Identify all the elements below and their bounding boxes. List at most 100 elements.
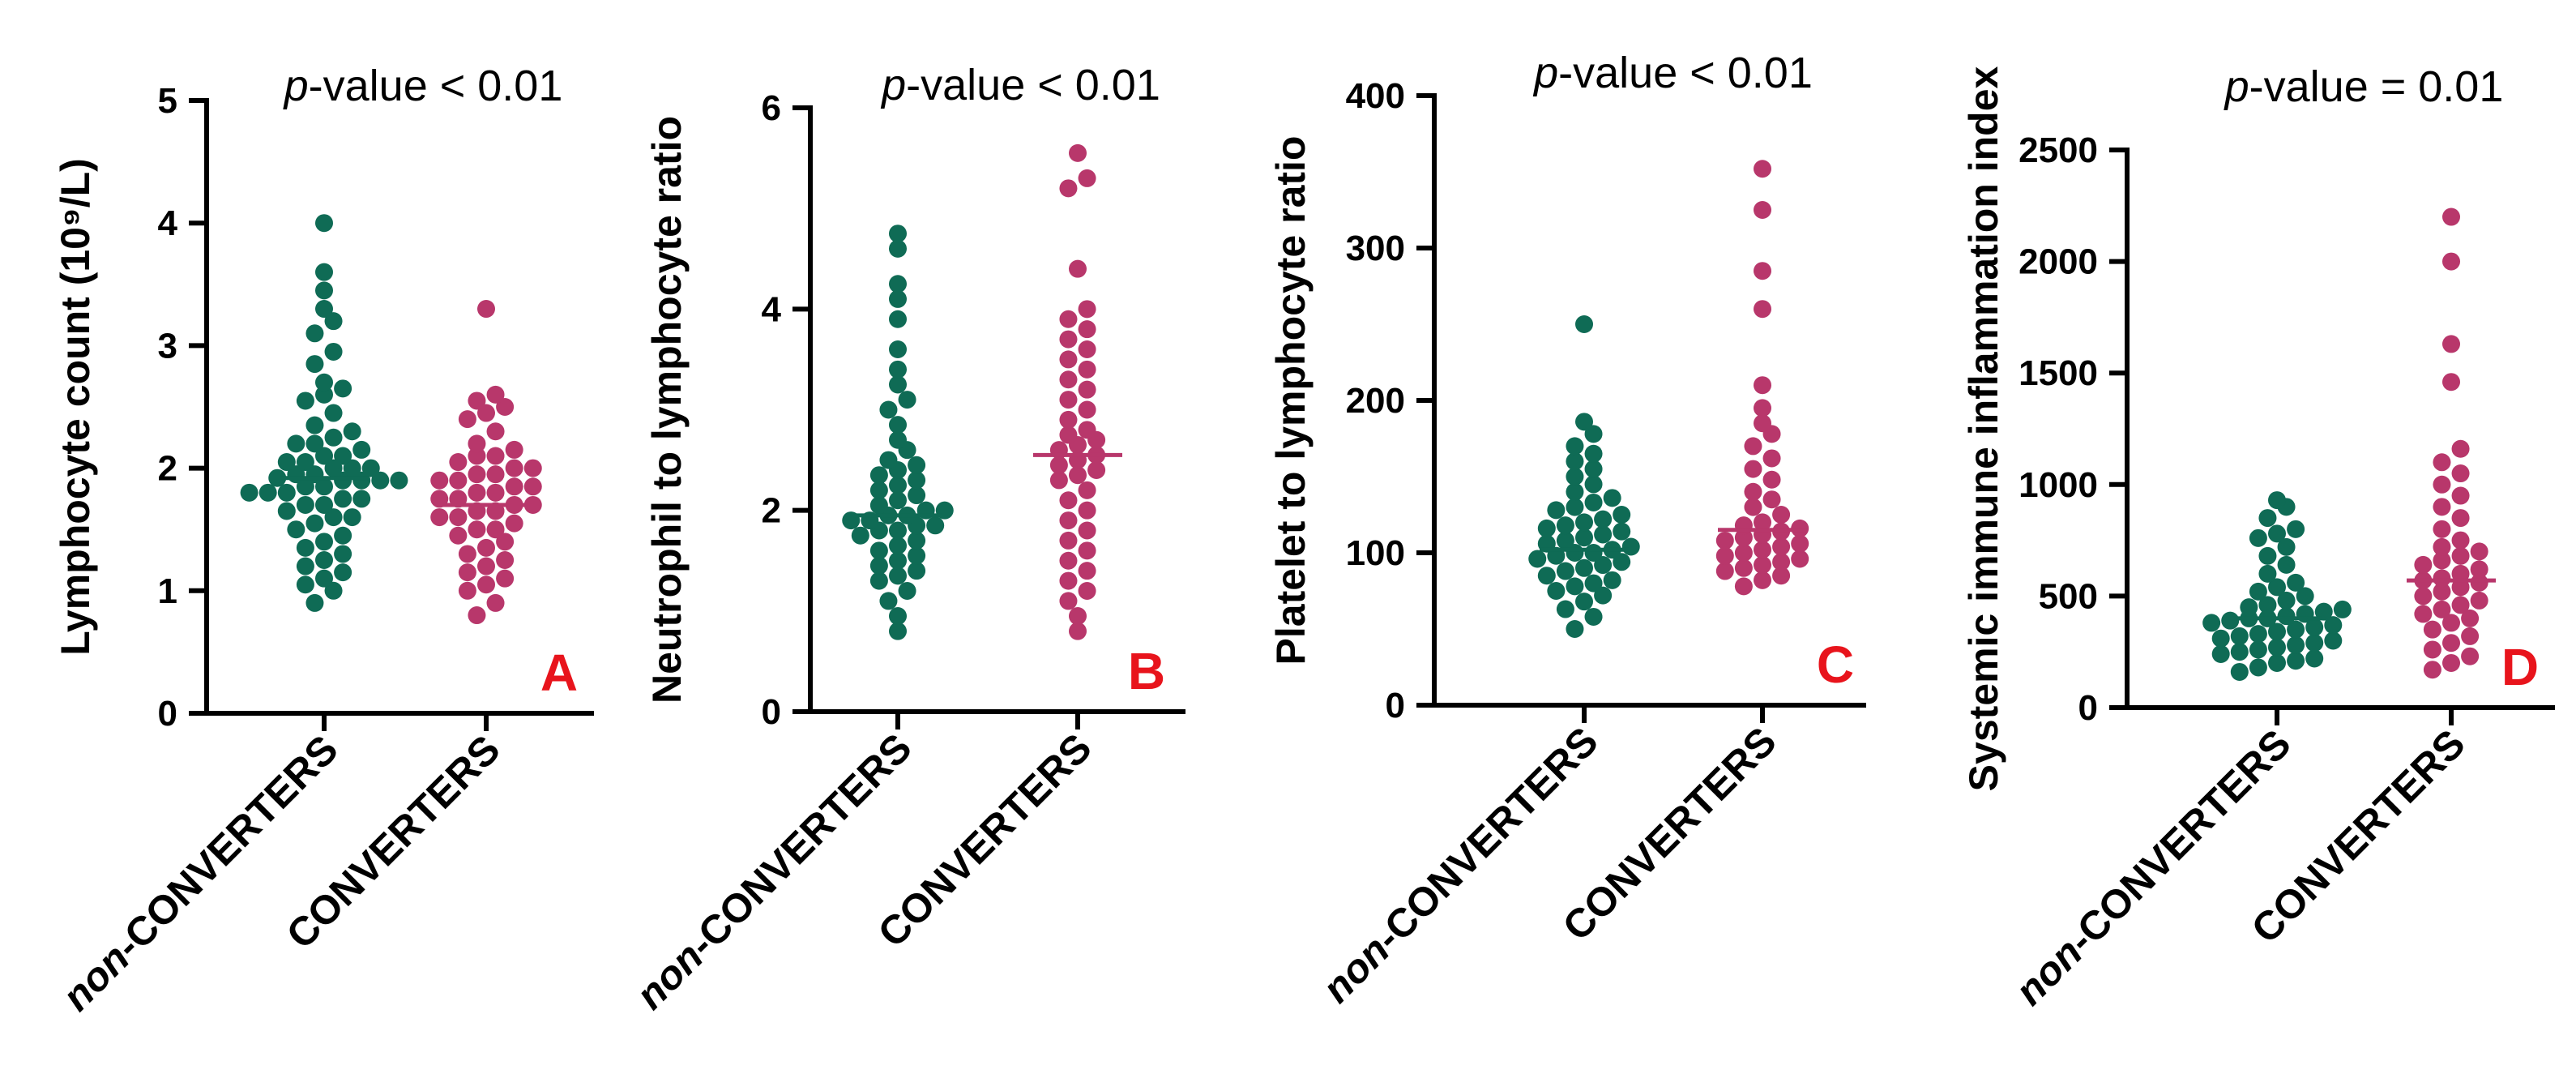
data-point — [2287, 520, 2305, 538]
data-point — [889, 567, 907, 585]
data-point — [371, 471, 390, 490]
data-point — [2433, 498, 2451, 516]
data-point — [2249, 528, 2267, 547]
data-point — [889, 289, 907, 308]
data-point — [1078, 340, 1096, 358]
data-point — [2211, 629, 2230, 648]
p-value-annotation: p-value < 0.01 — [283, 62, 563, 110]
data-point — [889, 430, 907, 449]
data-point — [889, 537, 907, 555]
data-point — [296, 557, 314, 575]
data-point — [1584, 607, 1603, 626]
data-point — [889, 476, 907, 494]
data-point — [505, 477, 523, 496]
data-point — [315, 373, 333, 391]
data-point — [1566, 482, 1584, 501]
data-point — [1744, 498, 1762, 516]
data-point — [1772, 506, 1791, 524]
data-point — [1762, 470, 1781, 489]
data-point — [1078, 360, 1096, 379]
data-point — [2433, 475, 2451, 494]
data-point — [2314, 602, 2333, 621]
data-point — [1594, 510, 1613, 528]
data-point — [908, 471, 926, 490]
data-point — [334, 526, 352, 545]
panel-d: 0 500 1000 1500 2000 2500 Systemic immune infl… — [1961, 62, 2555, 1014]
data-point — [1087, 461, 1106, 479]
data-point — [305, 324, 324, 343]
data-point — [879, 400, 898, 419]
y-tick-label: 400 — [1346, 76, 1405, 116]
data-point — [2423, 661, 2441, 679]
data-point — [352, 440, 371, 459]
category-label: non-CONVERTERS — [2006, 721, 2300, 1014]
data-point — [315, 300, 333, 319]
data-point — [908, 562, 926, 580]
data-point — [1603, 489, 1621, 507]
y-tick-label: 1500 — [2019, 353, 2098, 393]
y-tick-label: 1000 — [2019, 465, 2098, 505]
data-point — [1772, 553, 1791, 571]
data-point — [468, 520, 486, 539]
data-point — [1566, 452, 1584, 471]
y-axis-label: Neutrophil to lymphocyte ratio — [644, 116, 690, 704]
data-point — [1566, 498, 1584, 516]
data-point — [1059, 410, 1078, 429]
data-point — [468, 465, 486, 484]
y-tick-label: 5 — [158, 81, 177, 121]
data-point — [496, 398, 515, 416]
data-point — [458, 563, 476, 582]
data-point — [2451, 439, 2470, 458]
data-point — [2268, 578, 2286, 597]
data-point — [2461, 647, 2480, 665]
data-point — [523, 495, 542, 514]
data-point — [390, 471, 408, 490]
data-point — [1584, 460, 1603, 478]
data-point — [2202, 614, 2221, 632]
data-point — [2287, 652, 2305, 670]
data-point — [486, 593, 505, 612]
data-point — [2324, 631, 2343, 650]
data-point — [1754, 571, 1771, 589]
data-point — [315, 214, 333, 233]
data-point — [2305, 634, 2324, 652]
data-point — [1049, 456, 1068, 474]
data-point — [2451, 564, 2470, 583]
data-point — [1059, 310, 1078, 328]
data-point — [523, 459, 542, 477]
data-point — [296, 538, 314, 557]
data-point — [352, 490, 371, 508]
data-point — [2470, 542, 2488, 561]
data-point — [477, 538, 495, 557]
data-point — [889, 340, 907, 358]
y-tick-label: 0 — [2078, 688, 2098, 728]
data-point — [1069, 607, 1087, 626]
data-point — [2249, 582, 2267, 601]
data-point — [2277, 607, 2296, 626]
data-point — [449, 471, 468, 490]
data-point — [2287, 573, 2305, 592]
data-point — [926, 516, 945, 535]
data-point — [458, 545, 476, 563]
data-point — [477, 300, 495, 319]
data-point — [1584, 544, 1603, 562]
data-point — [1537, 519, 1556, 537]
data-point — [1537, 567, 1556, 585]
data-point — [1547, 582, 1566, 600]
panel-letter: D — [2501, 638, 2539, 696]
data-point — [2268, 653, 2286, 672]
data-point — [1069, 622, 1087, 640]
data-point — [2451, 596, 2470, 614]
data-point — [869, 466, 888, 485]
data-point — [1078, 521, 1096, 540]
data-point — [468, 447, 486, 465]
data-point — [898, 582, 916, 600]
data-point — [2442, 653, 2460, 672]
data-point — [343, 422, 361, 441]
data-point — [2442, 614, 2460, 632]
data-point — [889, 375, 907, 394]
data-point — [1744, 437, 1762, 456]
data-point — [343, 459, 361, 477]
data-point — [2451, 486, 2470, 505]
data-point — [2433, 551, 2451, 570]
